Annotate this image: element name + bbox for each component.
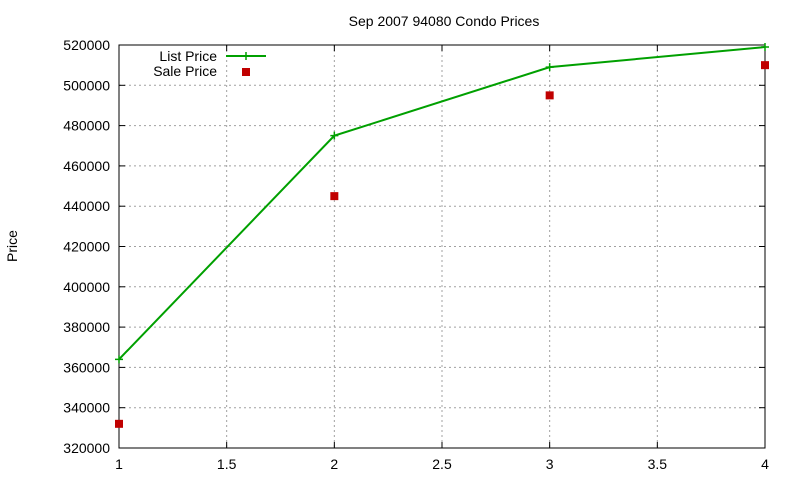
chart-title: Sep 2007 94080 Condo Prices [349, 13, 540, 29]
y-tick-label: 420000 [63, 239, 110, 255]
series [115, 43, 769, 428]
x-tick-label: 1.5 [217, 456, 237, 472]
series-sale-price [115, 61, 769, 428]
y-tick-label: 520000 [63, 37, 110, 53]
legend-label-list-price: List Price [159, 48, 217, 64]
x-tick-label: 2 [330, 456, 338, 472]
y-tick-label: 440000 [63, 198, 110, 214]
x-tick-label: 3.5 [648, 456, 668, 472]
sale-price-point [545, 91, 554, 100]
x-tick-label: 4 [761, 456, 769, 472]
y-tick-label: 480000 [63, 118, 110, 134]
list-price-line [118, 46, 766, 361]
y-tick-label: 380000 [63, 319, 110, 335]
y-tick-label: 340000 [63, 400, 110, 416]
series-list-price [115, 43, 769, 364]
sale-price-point [330, 192, 339, 201]
grid [119, 45, 765, 448]
y-tick-label: 320000 [63, 440, 110, 456]
sale-price-point [761, 61, 769, 70]
list-price-point [115, 355, 123, 364]
y-tick-label: 400000 [63, 279, 110, 295]
y-tick-label: 360000 [63, 359, 110, 375]
legend-marker-sale-price [242, 68, 250, 76]
y-tick-label: 500000 [63, 77, 110, 93]
x-tick-label: 1 [115, 456, 123, 472]
legend-marker-list-price [242, 52, 250, 60]
sale-price-point [115, 419, 123, 428]
x-tick-label: 2.5 [432, 456, 452, 472]
legend: List Price Sale Price [153, 48, 266, 79]
list-price-point [761, 43, 769, 52]
x-tick-label: 3 [546, 456, 554, 472]
legend-label-sale-price: Sale Price [153, 63, 217, 79]
y-axis-label: Price [4, 230, 20, 262]
axis-ticks: 320000 340000 360000 380000 400000 420000 4400… [63, 37, 769, 472]
list-price-point [545, 63, 554, 72]
y-tick-label: 460000 [63, 158, 110, 174]
list-price-point [330, 131, 339, 140]
